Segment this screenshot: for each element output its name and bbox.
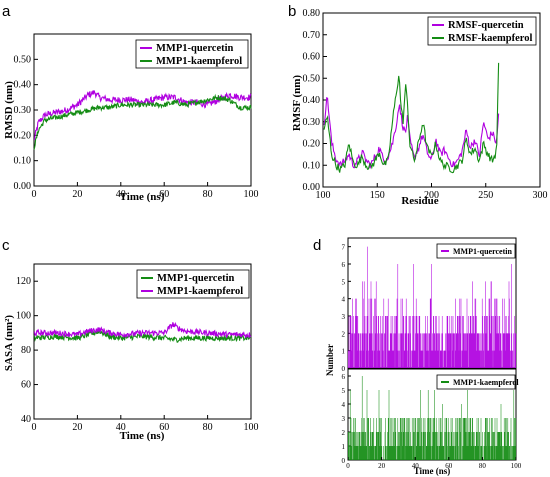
panel-a-ytick-label: 0.30 — [14, 105, 32, 116]
panel-d-top-ytick-label: 3 — [342, 313, 346, 321]
panel-label-b: b — [288, 3, 296, 20]
panel-b-xtick-label: 250 — [478, 190, 493, 201]
panel-b-ylabel: RMSF (nm) — [291, 75, 303, 131]
panel-d-top-ytick-label: 0 — [342, 365, 346, 373]
panel-a-xtick-label: 0 — [32, 189, 37, 200]
panel-a-series-2-line — [33, 93, 252, 150]
panel-a-xtick-label: 40 — [116, 189, 126, 200]
panel-a-ytick-label: 0.40 — [14, 80, 32, 91]
panel-a-ytick-label: 0.10 — [14, 156, 32, 167]
panel-c-ytick-label: 40 — [21, 414, 31, 425]
panel-d-xtick-label: 20 — [378, 462, 386, 470]
panel-c-xtick-label: 80 — [203, 422, 213, 433]
panel-b-xtick-label: 300 — [533, 190, 548, 201]
panel-c-series-1-line — [33, 329, 251, 343]
panel-b-ytick-label: 0.60 — [303, 52, 321, 63]
panel-d-top-legend-entry-1: MMP1-quercetin — [453, 247, 512, 256]
panel-c-xtick-label: 100 — [244, 422, 259, 433]
panel-c-ytick-label: 100 — [16, 311, 31, 322]
panel-c-xtick-label: 20 — [72, 422, 82, 433]
panel-d-xtick-label: 80 — [479, 462, 487, 470]
panel-d-top-ytick-label: 7 — [342, 244, 346, 252]
panel-b-xlabel: Residue — [401, 195, 438, 207]
panel-c-frame — [33, 263, 252, 420]
panel-b-legend-entry-2: RMSF-kaempferol — [448, 33, 532, 44]
panel-label-a: a — [2, 3, 11, 20]
panel-d-bottom-ytick-label: 6 — [342, 373, 346, 381]
panel-b-series-2-line — [323, 62, 500, 174]
panel-a-xtick-label: 60 — [159, 189, 169, 200]
panel-d-bottom-ytick-label: 3 — [342, 415, 346, 423]
panel-d-xlabel: Time (ns) — [414, 466, 451, 476]
panel-a-xtick-label: 20 — [72, 189, 82, 200]
panel-d-xtick-label: 0 — [346, 462, 350, 470]
panel-label-c: c — [2, 237, 10, 254]
panel-c-legend-box — [136, 269, 250, 299]
panel-d-top-ytick-label: 4 — [342, 296, 346, 304]
panel-d-xtick-label: 40 — [412, 462, 420, 470]
panel-c-xlabel: Time (ns) — [120, 430, 165, 442]
panel-a-ylabel: RMSD (nm) — [3, 81, 15, 139]
panel-b-ytick-label: 0.50 — [303, 73, 321, 84]
panel-c-ytick-label: 60 — [21, 380, 31, 391]
panel-c-xtick-label: 0 — [32, 422, 37, 433]
panel-label-d: d — [313, 237, 321, 254]
panel-d-xtick-label: 100 — [511, 462, 522, 470]
panel-d-bottom-ytick-label: 5 — [342, 387, 346, 395]
panel-d-top-ytick-label: 1 — [342, 348, 346, 356]
panel-c-series-2-line — [33, 321, 252, 339]
panel-d-top-ytick-label: 5 — [342, 278, 346, 286]
panel-b-ytick-label: 0.10 — [303, 160, 321, 171]
panel-d-ylabel: Number — [325, 344, 335, 376]
panel-a-legend-entry-1: MMP1-quercetin — [156, 43, 234, 54]
panel-c-xtick-label: 60 — [159, 422, 169, 433]
panel-b-ytick-label: 0.40 — [303, 95, 321, 106]
panel-d-bottom-legend-box — [436, 374, 516, 390]
panel-b-xtick-label: 150 — [370, 190, 385, 201]
panel-b-xtick-label: 200 — [424, 190, 439, 201]
panel-a-ytick-label: 0.20 — [14, 130, 32, 141]
panel-b-ytick-label: 0.70 — [303, 30, 321, 41]
panel-d-bottom-ytick-label: 4 — [342, 401, 346, 409]
panel-a-xtick-label: 100 — [244, 189, 259, 200]
panel-d-xtick-label: 60 — [445, 462, 453, 470]
panel-a-legend-box — [135, 39, 249, 69]
panel-d-bottom-ytick-label: 0 — [342, 457, 346, 465]
panel-b-legend-entry-1: RMSF-quercetin — [448, 20, 524, 31]
panel-a-legend-entry-2: MMP1-kaempferol — [156, 56, 242, 67]
panel-c-legend-entry-1: MMP1-quercetin — [157, 273, 235, 284]
panel-a-series-1-line — [33, 90, 252, 141]
panel-d-bottom-ytick-label: 1 — [342, 443, 346, 451]
panel-a-ytick-label: 0.00 — [14, 181, 32, 192]
panel-b-ytick-label: 0.20 — [303, 139, 321, 150]
panel-c-ytick-label: 120 — [16, 276, 31, 287]
chart-marks: 0 20 40 60 80 1000.000.100.200.300.400.50MMP1… — [14, 8, 548, 470]
panel-b-ytick-label: 0.00 — [303, 182, 321, 193]
panel-d-top-legend-box — [436, 243, 516, 259]
panel-c-xtick-label: 40 — [116, 422, 126, 433]
panel-d-bottom-ytick-label: 2 — [342, 429, 346, 437]
panel-b-ytick-label: 0.80 — [303, 8, 321, 19]
panel-d-top-ytick-label: 6 — [342, 261, 346, 269]
panel-b-series-1-line — [323, 96, 500, 169]
panel-c-legend-entry-2: MMP1-kaempferol — [157, 286, 243, 297]
panel-a-xtick-label: 80 — [203, 189, 213, 200]
panel-d-bottom-legend-entry-1: MMP1-kaempferol — [453, 378, 519, 387]
panel-b-legend-box — [427, 16, 537, 46]
panel-c-ylabel: SASA (nm²) — [3, 315, 15, 372]
panel-b-ytick-label: 0.30 — [303, 117, 321, 128]
panel-a-xlabel: Time (ns) — [120, 191, 165, 203]
panel-d-top-ytick-label: 2 — [342, 330, 346, 338]
panel-c-ytick-label: 80 — [21, 345, 31, 356]
panel-b-xtick-label: 100 — [316, 190, 331, 201]
panel-a-ytick-label: 0.50 — [14, 54, 32, 65]
